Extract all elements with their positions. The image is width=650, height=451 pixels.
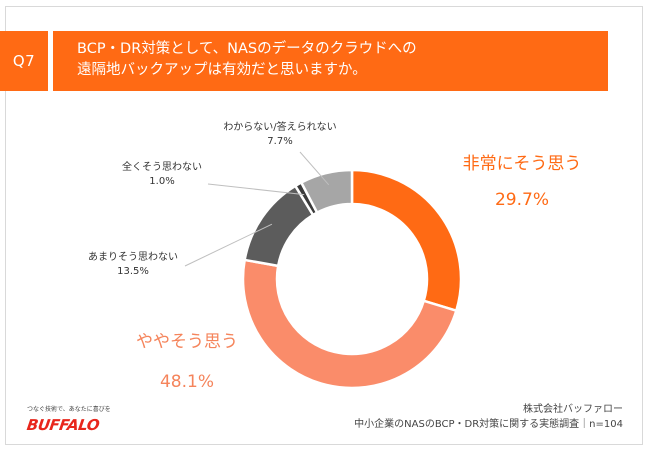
slice-label-dont-know: わからない/答えられない 7.7% xyxy=(195,121,365,149)
question-number-badge: Q7 xyxy=(0,31,48,91)
question-title: BCP・DR対策として、NASのデータのクラウドへの 遠隔地バックアップは有効だ… xyxy=(53,31,608,91)
slice-label-text: わからない/答えられない xyxy=(223,122,337,133)
slice-label-not-at-all: 全くそう思わない 1.0% xyxy=(87,161,237,189)
slice-value-text: 7.7% xyxy=(267,136,293,147)
donut-slice xyxy=(241,258,458,390)
slice-label-text: あまりそう思わない xyxy=(88,252,178,263)
slice-label-not-much: あまりそう思わない 13.5% xyxy=(58,251,208,279)
donut-slice xyxy=(299,168,354,215)
brand-tagline: つなぐ技術で、あなたに喜びを xyxy=(27,406,111,413)
footer-company: 株式会社バッファロー xyxy=(523,404,623,415)
slice-label-somewhat: ややそう思う 48.1% xyxy=(112,322,262,402)
slice-label-text: 非常にそう思う xyxy=(462,154,582,174)
slice-label-text: ややそう思う xyxy=(136,332,238,352)
buffalo-logo: BUFFALO xyxy=(25,416,101,434)
question-line-2: 遠隔地バックアップは有効だと思いますか。 xyxy=(77,62,367,78)
slice-value-text: 48.1% xyxy=(159,372,214,392)
slice-value-text: 1.0% xyxy=(149,176,175,187)
leader-line xyxy=(184,223,273,267)
slice-value-text: 29.7% xyxy=(494,190,549,210)
slice-label-text: 全くそう思わない xyxy=(122,162,202,173)
leader-line xyxy=(299,151,330,186)
brand-area: つなぐ技術で、あなたに喜びを BUFFALO xyxy=(25,404,111,434)
footer-survey-source: 中小企業のNASのBCP・DR対策に関する実態調査｜n=104 xyxy=(354,419,623,430)
question-line-1: BCP・DR対策として、NASのデータのクラウドへの xyxy=(77,41,417,57)
leader-line xyxy=(207,183,305,196)
slice-value-text: 13.5% xyxy=(117,266,149,277)
slice-label-very-much: 非常にそう思う 29.7% xyxy=(432,146,612,218)
